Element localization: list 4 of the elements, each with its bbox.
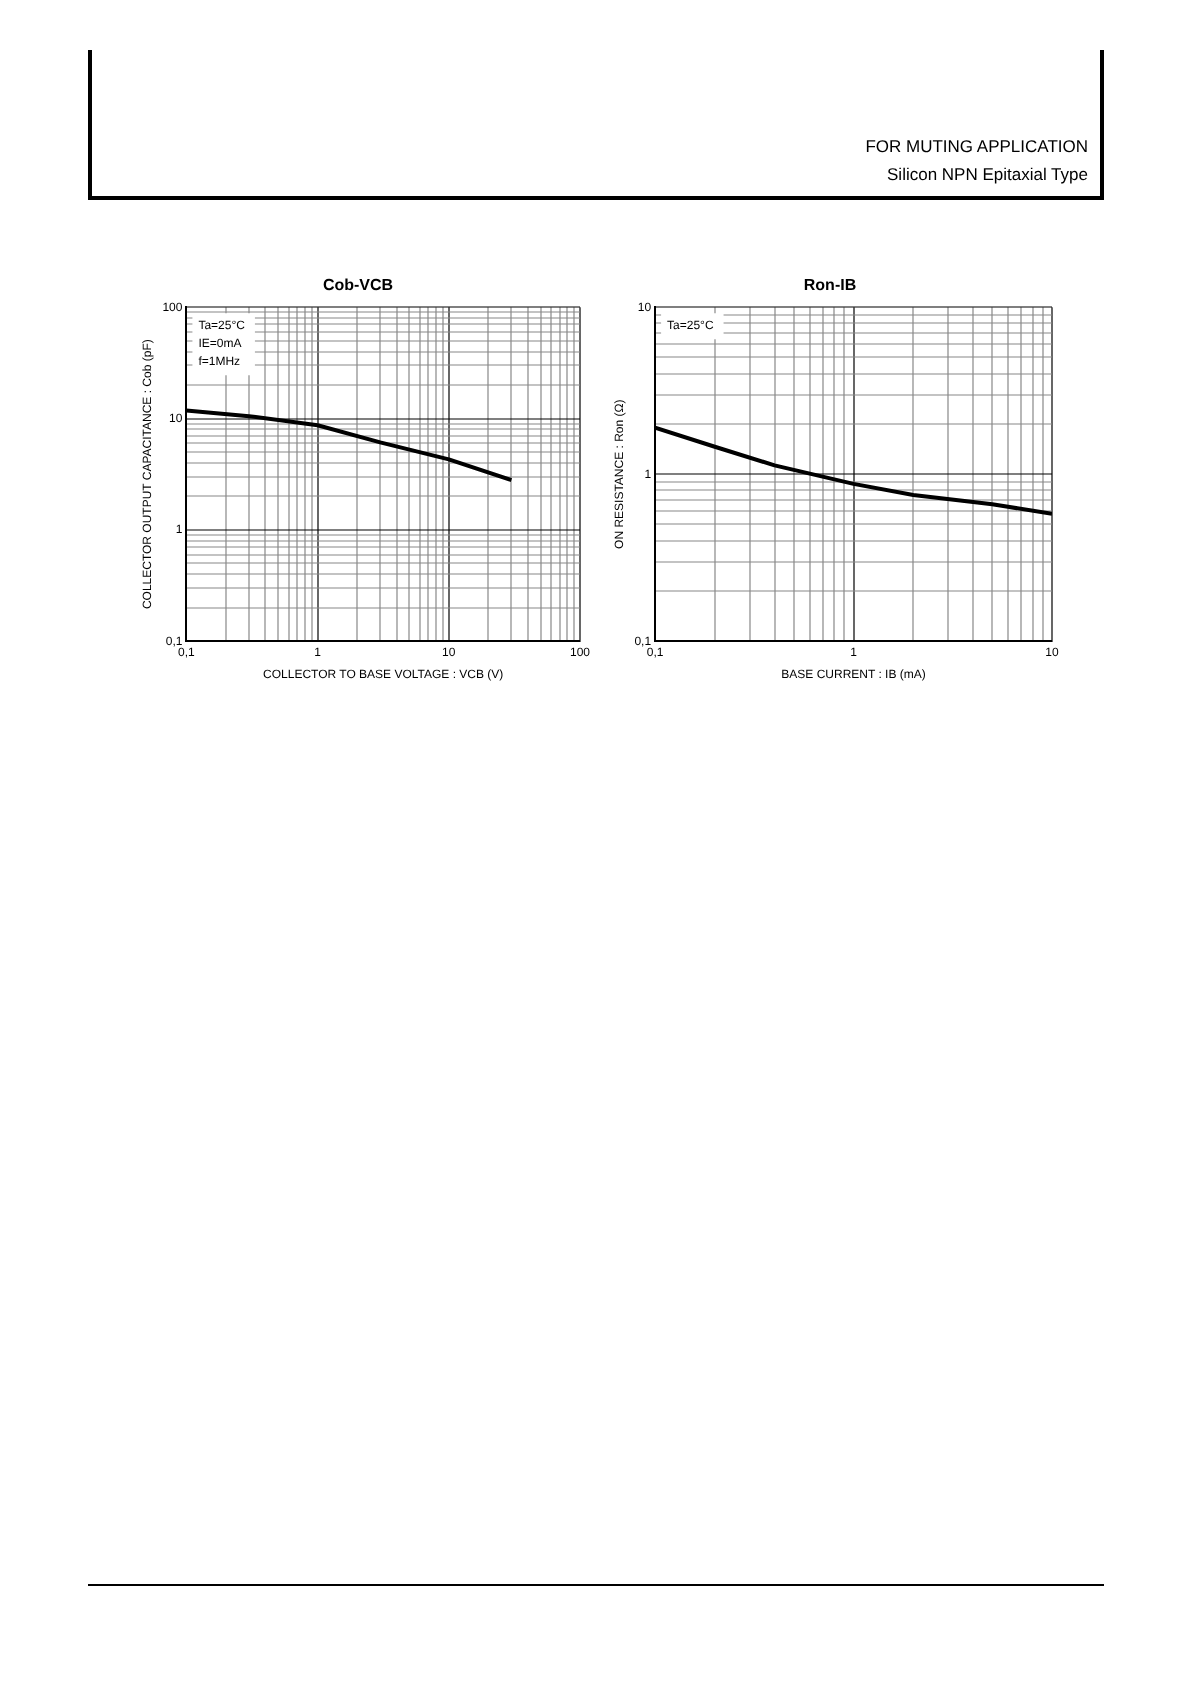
- chart-subtitle: FOR MUTING APPLICATION Silicon NPN Epitaxial Type: [863, 134, 1090, 188]
- header-frame: FOR MUTING APPLICATION Silicon NPN Epitaxial Type: [88, 50, 1104, 200]
- chart-title: Ron-IB: [803, 276, 857, 295]
- chart-title: Cob-VCB: [322, 276, 394, 295]
